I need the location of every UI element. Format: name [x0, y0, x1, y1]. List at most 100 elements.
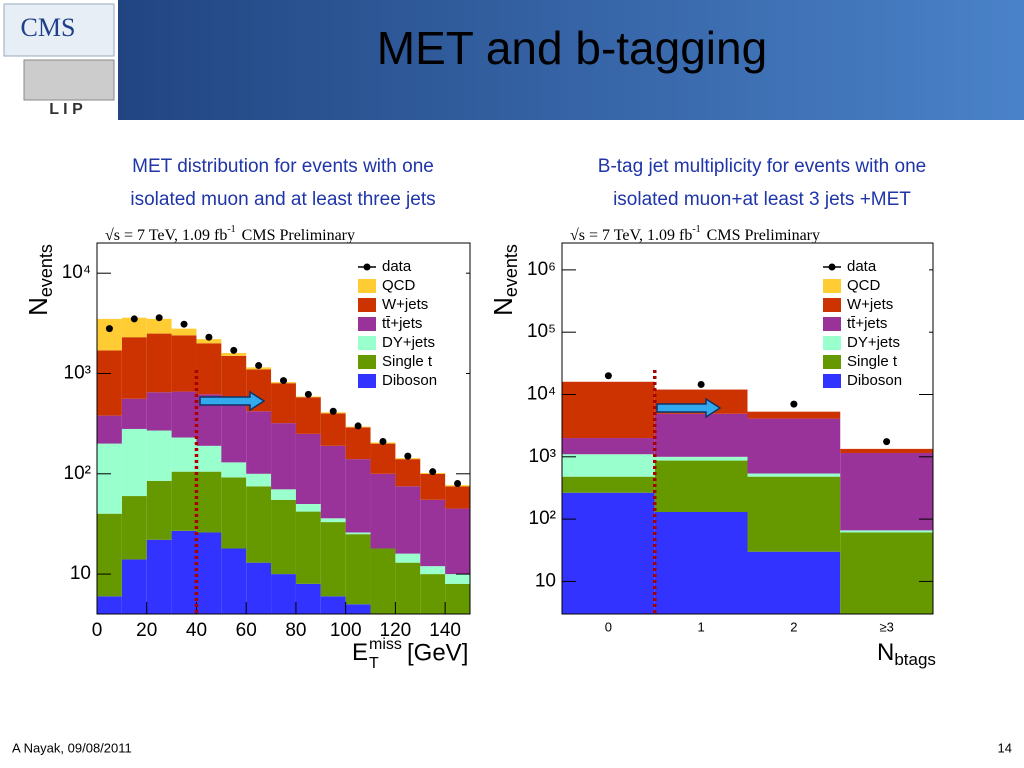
cut-arrow — [199, 390, 266, 412]
legend-swatch — [823, 374, 841, 388]
x-tick-label: 60 — [236, 620, 257, 641]
y-tick-label: 10 — [70, 563, 91, 584]
bar-segment — [345, 604, 371, 614]
data-point — [130, 315, 138, 323]
bar-segment — [320, 596, 346, 614]
bar-segment — [246, 486, 272, 563]
bar-segment — [320, 518, 346, 523]
x-tick-label: 1 — [698, 619, 705, 634]
bar-segment — [171, 437, 197, 472]
x-tick-label: 40 — [186, 620, 207, 641]
legend-label: W+jets — [847, 296, 893, 313]
x-label-sub: T — [369, 655, 379, 672]
x-tick-label: 0 — [605, 619, 612, 634]
x-tick-label: 20 — [136, 620, 157, 641]
legend-swatch — [358, 298, 376, 312]
bar-segment — [840, 453, 933, 531]
bar-segment — [221, 548, 247, 614]
caption: isolated muon+at least 3 jets +MET — [613, 189, 911, 210]
bar-segment — [196, 532, 222, 614]
bar-segment — [320, 413, 346, 446]
bar-segment — [221, 353, 247, 356]
bar-segment — [445, 583, 470, 614]
legend-swatch — [823, 279, 841, 293]
legend-swatch — [823, 355, 841, 369]
legend-swatch — [358, 317, 376, 331]
bar-segment — [654, 512, 748, 614]
bar-segment — [121, 496, 147, 560]
data-point — [604, 372, 612, 380]
logo-cms — [3, 3, 115, 57]
bar-segment — [840, 448, 933, 454]
x-label-sub: btags — [894, 650, 936, 669]
bar-segment — [97, 350, 122, 416]
bar-segment — [654, 413, 748, 457]
y-tick-label: 10² — [64, 463, 91, 484]
bar-segment — [271, 574, 296, 614]
bar-segment — [320, 445, 346, 519]
bar-segment — [395, 459, 421, 487]
bar-segment — [146, 539, 172, 614]
bar-segment — [97, 318, 122, 351]
chart: B-tag jet multiplicity for events with o… — [488, 156, 936, 669]
bar-segment — [840, 530, 933, 533]
bar-segment — [395, 562, 421, 614]
bar-segment — [97, 513, 122, 597]
legend-label: Diboson — [382, 372, 437, 389]
bar-segment — [562, 381, 655, 439]
x-label-unit: [GeV] — [407, 639, 468, 666]
data-point — [180, 320, 188, 328]
y-tick-label: 10³ — [64, 363, 91, 384]
legend-label: tt̄+jets — [382, 315, 422, 332]
bar-segment — [295, 397, 321, 434]
plots: MET distribution for events with one isol… — [23, 156, 936, 672]
data-point — [429, 468, 437, 476]
cut-arrow — [656, 397, 722, 419]
bar-segment — [295, 503, 321, 512]
bar-segment — [271, 489, 296, 500]
data-point — [404, 452, 412, 460]
bar-segment — [747, 551, 841, 614]
y-tick-label: 10 — [535, 570, 556, 591]
bar-segment — [562, 454, 655, 477]
bar-segment — [97, 415, 122, 444]
annotation-text: CMS Preliminary — [242, 227, 355, 244]
x-axis-label: Nbtags — [877, 639, 936, 669]
data-point — [354, 422, 362, 430]
bar-segment — [562, 492, 655, 614]
bar-segment — [271, 499, 296, 575]
x-tick-label: 80 — [285, 620, 306, 641]
bar-segment — [221, 477, 247, 549]
x-tick-label: ≥3 — [879, 619, 893, 634]
legend-label: Single t — [382, 353, 433, 370]
bar-segment — [121, 398, 147, 429]
footer-text: A Nayak, 09/08/2011 — [12, 740, 132, 755]
bar-segment — [171, 530, 197, 614]
x-tick-label: 120 — [380, 620, 412, 641]
bar-segment — [121, 428, 147, 497]
bar-segment — [246, 411, 272, 474]
data-point — [454, 480, 462, 488]
annotation-text: √s = 7 TeV, 1.09 fb — [570, 227, 692, 244]
legend-label: Single t — [847, 353, 898, 370]
bar-segment — [747, 476, 841, 552]
bar-segment — [271, 383, 296, 424]
y-axis-label: Nevents — [23, 244, 56, 316]
bar-segment — [171, 335, 197, 392]
data-point — [205, 333, 213, 341]
bar-segment — [221, 355, 247, 402]
y-label-main: N — [23, 297, 53, 316]
legend-swatch — [828, 263, 836, 271]
bar-segment — [221, 462, 247, 478]
caption: B-tag jet multiplicity for events with o… — [598, 156, 926, 177]
bar-segment — [654, 456, 748, 461]
legend-label: data — [382, 258, 412, 275]
legend-label: DY+jets — [847, 334, 900, 351]
bar-segment — [840, 532, 933, 614]
x-label-sup: miss — [369, 636, 402, 653]
data-point — [155, 314, 163, 322]
x-tick-label: 0 — [92, 620, 103, 641]
bar-segment — [370, 443, 396, 474]
plot-frame — [96, 242, 471, 615]
annotation-sup: -1 — [227, 224, 235, 235]
